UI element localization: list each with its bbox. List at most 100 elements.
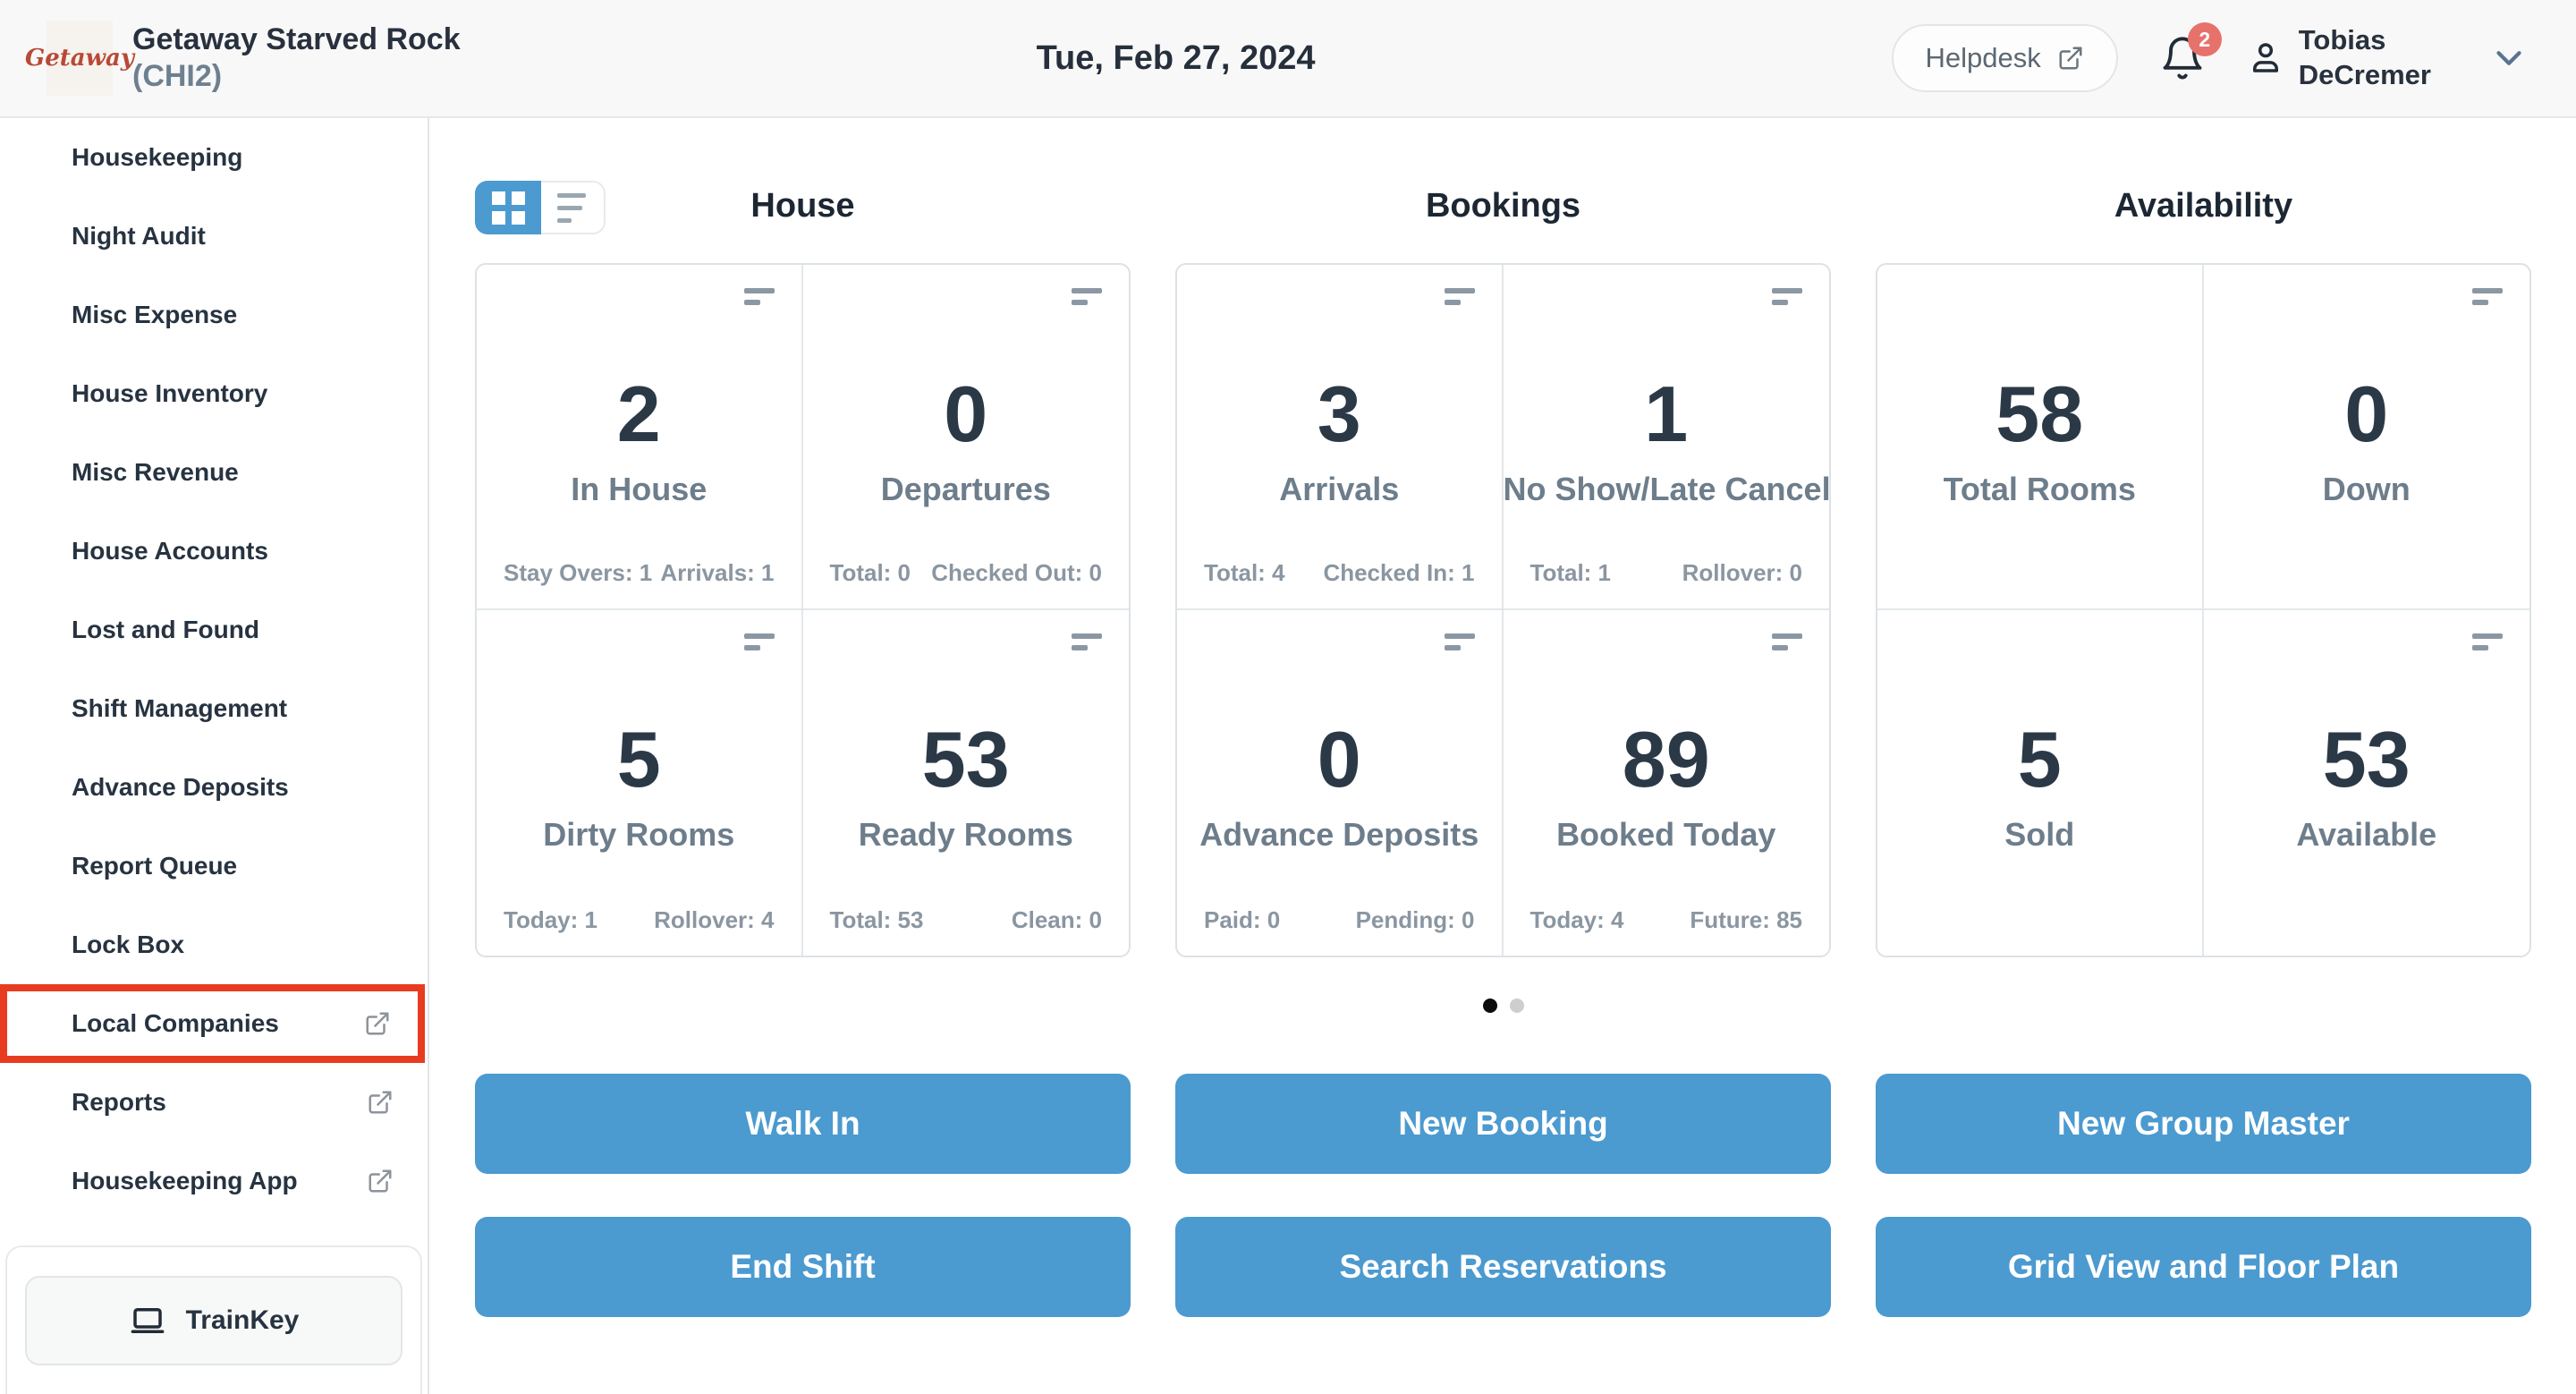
stat-card-down[interactable]: 0 Down [2203, 265, 2529, 610]
helpdesk-label: Helpdesk [1925, 42, 2041, 73]
bars-menu-icon[interactable] [743, 288, 775, 305]
stat-substats: Total: 0 Checked Out: 0 [830, 559, 1103, 587]
user-name: Tobias DeCremer [2298, 24, 2431, 90]
stat-panels: 2 In House Stay Overs: 1 Arrivals: 1 0 Depart… [475, 263, 2531, 957]
substat: Future: 85 [1690, 906, 1802, 933]
stat-substats: Stay Overs: 1 Arrivals: 1 [504, 559, 775, 587]
sidebar-item-night-audit[interactable]: Night Audit [0, 197, 428, 276]
sidebar-item-lock-box[interactable]: Lock Box [0, 905, 428, 984]
sidebar: Housekeeping Night Audit Misc Expense House… [0, 118, 429, 1394]
stat-label: Available [2296, 816, 2437, 853]
grid-view-button[interactable] [475, 181, 541, 234]
stat-card-in-house[interactable]: 2 In House Stay Overs: 1 Arrivals: 1 [477, 265, 803, 610]
section-title-house: House [750, 187, 855, 225]
sidebar-item-report-queue[interactable]: Report Queue [0, 827, 428, 905]
new-group-master-button[interactable]: New Group Master [1876, 1074, 2531, 1174]
sidebar-item-lost-and-found[interactable]: Lost and Found [0, 591, 428, 669]
walk-in-button[interactable]: Walk In [475, 1074, 1131, 1174]
substat: Today: 1 [504, 906, 597, 933]
stat-value: 53 [921, 715, 1010, 803]
quick-actions: Walk In New Booking New Group Master End Sh… [475, 1074, 2531, 1317]
stat-label: Sold [2004, 816, 2075, 853]
sidebar-item-advance-deposits[interactable]: Advance Deposits [0, 748, 428, 827]
substat: Rollover: 4 [654, 906, 775, 933]
chevron-down-icon[interactable] [2488, 38, 2529, 79]
sidebar-item-label: House Accounts [72, 537, 268, 565]
sidebar-item-label: Reports [72, 1088, 166, 1116]
bars-menu-icon[interactable] [2472, 288, 2503, 305]
substat: Checked Out: 0 [931, 559, 1102, 586]
carousel-dot-1[interactable] [1482, 999, 1497, 1013]
sidebar-item-house-inventory[interactable]: House Inventory [0, 354, 428, 433]
list-view-button[interactable] [541, 181, 606, 234]
stat-value: 89 [1622, 715, 1710, 803]
bell-icon [2159, 33, 2206, 83]
panel-availability: 58 Total Rooms 0 Down 5 Sold 53 Available [1876, 263, 2531, 957]
substat: Total: 4 [1204, 559, 1285, 586]
notifications-button[interactable]: 2 [2159, 22, 2222, 83]
bars-menu-icon[interactable] [743, 633, 775, 650]
panel-bookings: 3 Arrivals Total: 4 Checked In: 1 1 No Show/L… [1175, 263, 1831, 957]
trainkey-button[interactable]: TrainKey [25, 1276, 402, 1365]
sidebar-item-shift-management[interactable]: Shift Management [0, 669, 428, 748]
stat-label: In House [571, 471, 708, 507]
stat-card-total-rooms[interactable]: 58 Total Rooms [1877, 265, 2204, 610]
stat-substats: Paid: 0 Pending: 0 [1204, 906, 1475, 934]
logo-text: Getaway [25, 45, 134, 72]
stat-value: 53 [2322, 715, 2411, 803]
user-menu[interactable]: Tobias DeCremer [2247, 23, 2431, 93]
stat-substats: Today: 4 Future: 85 [1530, 906, 1803, 934]
stat-card-arrivals[interactable]: 3 Arrivals Total: 4 Checked In: 1 [1177, 265, 1504, 610]
bars-menu-icon[interactable] [2472, 633, 2503, 650]
sidebar-item-housekeeping-app[interactable]: Housekeeping App [0, 1142, 428, 1220]
stat-card-ready-rooms[interactable]: 53 Ready Rooms Total: 53 Clean: 0 [803, 610, 1130, 956]
stat-value: 3 [1317, 370, 1361, 458]
notification-badge: 2 [2187, 22, 2222, 56]
end-shift-button[interactable]: End Shift [475, 1217, 1131, 1317]
carousel-dot-2[interactable] [1509, 999, 1524, 1013]
user-icon [2247, 39, 2284, 77]
stat-card-no-show-late-cancel[interactable]: 1 No Show/Late Cancel Total: 1 Rollover: 0 [1503, 265, 1831, 610]
substat: Today: 4 [1530, 906, 1624, 933]
stat-value: 5 [2017, 715, 2062, 803]
stat-substats: Total: 1 Rollover: 0 [1530, 559, 1803, 587]
stat-label: Dirty Rooms [543, 816, 735, 853]
carousel-dots [475, 999, 2531, 1017]
stat-label: Booked Today [1556, 816, 1776, 853]
sidebar-item-label: Housekeeping App [72, 1167, 298, 1194]
new-booking-button[interactable]: New Booking [1175, 1074, 1831, 1174]
bars-menu-icon[interactable] [1772, 633, 1802, 650]
stat-card-advance-deposits[interactable]: 0 Advance Deposits Paid: 0 Pending: 0 [1177, 610, 1504, 956]
stat-card-available[interactable]: 53 Available [2204, 610, 2530, 956]
stat-card-booked-today[interactable]: 89 Booked Today Today: 4 Future: 85 [1504, 610, 1830, 956]
stat-label: No Show/Late Cancel [1503, 471, 1831, 507]
stat-value: 58 [1996, 370, 2084, 458]
helpdesk-button[interactable]: Helpdesk [1891, 24, 2118, 92]
sidebar-item-label: Housekeeping [72, 143, 243, 171]
bars-menu-icon[interactable] [1072, 633, 1102, 650]
bars-menu-icon[interactable] [1772, 288, 1802, 305]
grid-view-and-floor-plan-button[interactable]: Grid View and Floor Plan [1876, 1217, 2531, 1317]
sidebar-item-local-companies[interactable]: Local Companies [0, 984, 425, 1063]
bars-menu-icon[interactable] [1072, 288, 1102, 305]
bars-menu-icon[interactable] [1444, 633, 1475, 650]
search-reservations-button[interactable]: Search Reservations [1175, 1217, 1831, 1317]
stat-card-departures[interactable]: 0 Departures Total: 0 Checked Out: 0 [802, 265, 1129, 610]
sidebar-item-misc-revenue[interactable]: Misc Revenue [0, 433, 428, 512]
stat-label: Departures [880, 471, 1051, 507]
sidebar-item-label: Lost and Found [72, 616, 259, 643]
sidebar-item-misc-expense[interactable]: Misc Expense [0, 276, 428, 354]
stat-card-sold[interactable]: 5 Sold [1877, 610, 2204, 956]
bars-menu-icon[interactable] [1444, 288, 1475, 305]
sidebar-item-house-accounts[interactable]: House Accounts [0, 512, 428, 591]
sidebar-item-label: Misc Revenue [72, 458, 239, 486]
sidebar-item-housekeeping[interactable]: Housekeeping [0, 118, 428, 197]
stat-label: Arrivals [1279, 471, 1400, 507]
sidebar-item-reports[interactable]: Reports [0, 1063, 428, 1142]
substat: Rollover: 0 [1682, 559, 1802, 586]
stat-card-dirty-rooms[interactable]: 5 Dirty Rooms Today: 1 Rollover: 4 [477, 610, 803, 956]
stat-substats: Today: 1 Rollover: 4 [504, 906, 775, 934]
sidebar-item-label: House Inventory [72, 379, 268, 407]
stat-value: 0 [944, 370, 988, 458]
